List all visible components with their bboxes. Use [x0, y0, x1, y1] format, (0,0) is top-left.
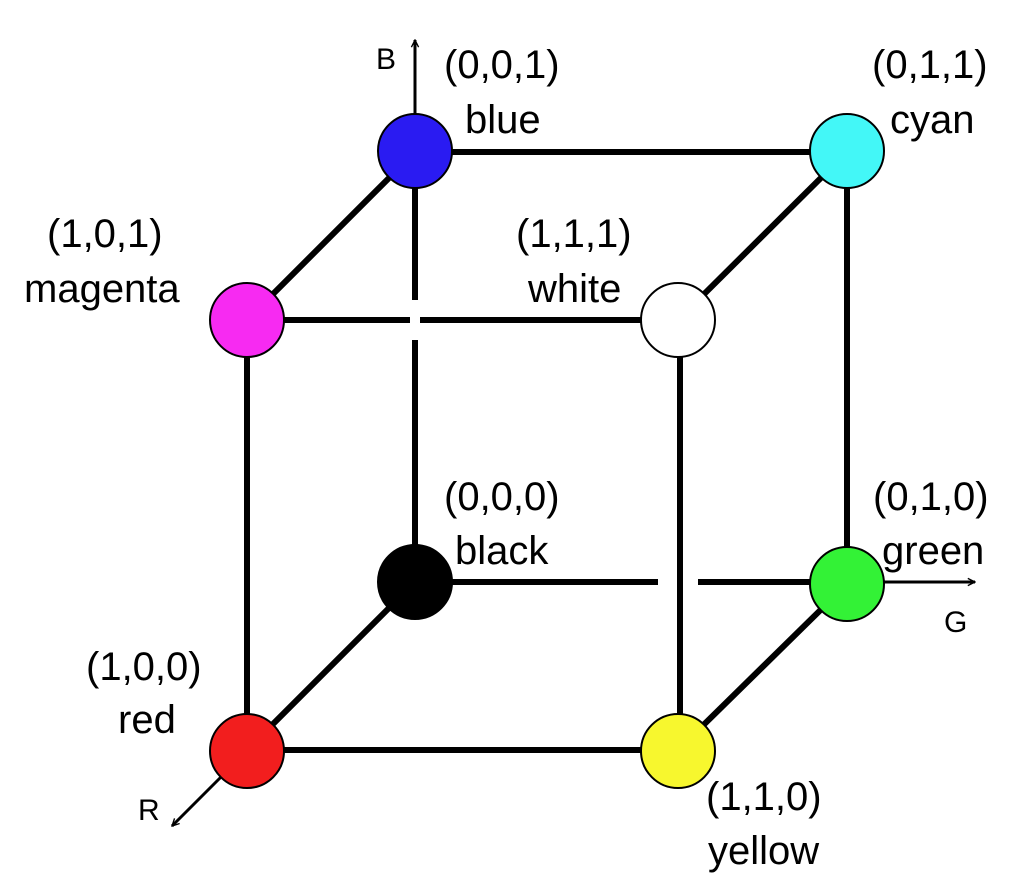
cyan-name-label: cyan [890, 98, 975, 142]
corner-labels: (0,0,1) blue (0,1,1) cyan (1,0,1) magent… [24, 43, 989, 873]
black-name-label: black [455, 529, 549, 573]
g-axis-label: G [944, 606, 967, 639]
corner-white [640, 282, 716, 358]
yellow-coord-label: (1,1,0) [706, 775, 822, 819]
r-axis-arrow [172, 774, 224, 826]
red-coord-label: (1,0,0) [86, 645, 202, 689]
edge-black-red [244, 579, 418, 753]
corner-black [377, 544, 453, 620]
corner-magenta [209, 282, 285, 358]
blue-name-label: blue [465, 98, 541, 142]
magenta-coord-label: (1,0,1) [47, 212, 163, 256]
r-axis-label: R [138, 794, 160, 827]
blue-coord-label: (0,0,1) [444, 43, 560, 87]
b-axis-label: B [376, 43, 396, 76]
cyan-coord-label: (0,1,1) [872, 43, 988, 87]
green-name-label: green [882, 529, 984, 573]
corner-cyan [809, 113, 885, 189]
white-name-label: white [527, 267, 621, 311]
corner-green [809, 546, 885, 622]
axes: B G R [138, 40, 975, 827]
green-coord-label: (0,1,0) [873, 475, 989, 519]
edge-green-yellow [675, 581, 850, 753]
white-coord-label: (1,1,1) [516, 212, 632, 256]
black-coord-label: (0,0,0) [444, 475, 560, 519]
yellow-name-label: yellow [708, 829, 819, 873]
magenta-name-label: magenta [24, 267, 180, 311]
edge-blue-magenta [244, 149, 418, 323]
red-name-label: red [118, 698, 176, 742]
corner-red [209, 713, 285, 789]
corner-nodes [209, 113, 885, 789]
corner-blue [377, 113, 453, 189]
edge-cyan-white [675, 149, 850, 323]
corner-yellow [640, 713, 716, 789]
